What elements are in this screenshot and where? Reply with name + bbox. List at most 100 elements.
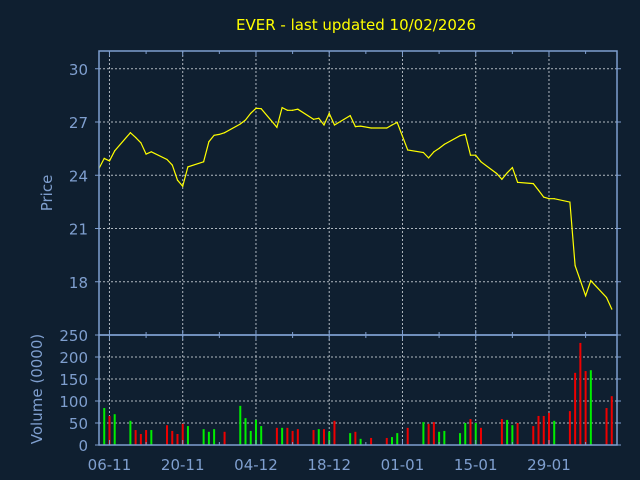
volume-bar [139,434,142,445]
volume-bar [422,422,425,445]
price-point [496,172,498,175]
price-point [140,142,142,144]
price-point [585,295,587,297]
price-point [537,189,540,191]
volume-bar [223,431,226,445]
volume-bar [202,429,205,445]
volume-tick-label: 250 [59,327,88,345]
date-tick-label: 15-01 [454,456,498,474]
price-point [291,109,294,111]
volume-bar [312,430,315,445]
price-point [114,150,116,152]
volume-bar [516,423,519,445]
price-point [543,196,545,198]
volume-bar [239,405,242,445]
volume-bar [249,430,252,445]
price-point [108,160,111,162]
volume-bar [406,427,409,445]
volume-bar [605,408,608,445]
price-tick-label: 24 [69,167,88,185]
price-point [579,280,581,282]
price-point [150,151,152,153]
volume-bar [443,430,446,445]
volume-bar [474,423,477,445]
volume-bar [469,419,472,445]
price-tick-label: 27 [69,114,88,132]
price-point [239,123,241,125]
price-point [391,124,393,126]
volume-bar [464,423,467,445]
price-point [260,108,262,110]
price-point [569,201,571,203]
gridlines [99,51,617,445]
price-point [203,161,205,163]
price-point [548,198,550,200]
price-point [360,125,362,127]
price-point [166,158,168,161]
price-point [516,181,519,183]
volume-tick-label: 0 [78,437,88,455]
price-point [312,118,315,120]
price-axis-label: Price [38,175,56,212]
volume-bar [589,370,592,445]
price-point [318,117,320,119]
volume-bar [506,419,509,445]
volume-tick-label: 50 [69,415,88,433]
date-tick-label: 18-12 [307,456,351,474]
tick-labels: 18 21 24 27 30 0 50 100 150 200 250 06-11 20-11 04-12… [59,61,570,474]
volume-bar [213,429,216,445]
volume-bar [254,419,257,445]
volume-bar [134,430,137,445]
price-point [428,157,430,159]
price-point [208,141,210,143]
price-point [611,308,613,310]
price-point [281,107,283,109]
price-point [223,132,226,134]
price-point [129,132,131,134]
volume-bar [317,429,320,445]
volume-bar [427,423,430,445]
price-tick-label: 30 [69,61,88,79]
volume-bars [103,342,613,445]
volume-bar [176,434,179,445]
volume-bar [207,431,210,445]
price-point [171,164,173,166]
volume-bar [579,342,582,445]
date-tick-label: 29-01 [527,456,571,474]
price-point [459,135,461,137]
volume-tick-label: 200 [59,349,88,367]
price-point [396,121,398,123]
volume-bar [103,408,106,445]
price-point [370,127,372,129]
volume-bar [432,422,435,445]
price-point [323,124,325,126]
price-point [187,166,189,168]
price-point [213,134,215,136]
price-point [422,151,425,154]
volume-bar [150,430,153,445]
price-point [354,126,356,128]
volume-bar [275,427,278,445]
date-tick-label: 04-12 [234,456,278,474]
volume-bar [385,437,388,445]
volume-tick-label: 150 [59,371,88,389]
price-point [506,172,508,174]
price-point [276,126,278,128]
price-point [218,133,220,136]
volume-bar [479,427,482,445]
price-point [443,143,445,145]
volume-bar [511,425,514,445]
volume-bar [354,431,357,445]
price-line-group [98,106,613,310]
price-point [176,179,179,181]
date-tick-label: 06-11 [88,456,132,474]
volume-bar [610,396,613,445]
volume-bar [359,438,362,445]
price-point [182,185,184,187]
price-point [438,147,440,150]
price-point [407,149,409,151]
volume-bar [584,371,587,445]
volume-bar [108,415,111,445]
volume-bar [574,372,577,445]
